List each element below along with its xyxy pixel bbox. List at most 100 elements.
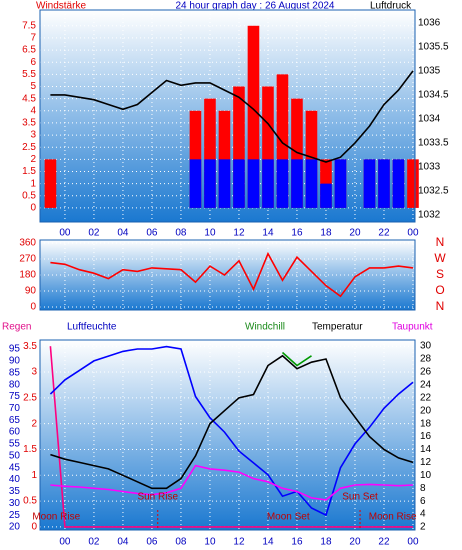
series-line — [49, 345, 414, 517]
y-tick-label: 3 — [31, 367, 37, 378]
bar — [233, 159, 245, 208]
series-line — [281, 351, 312, 367]
bar — [320, 183, 332, 208]
y3-tick-label: 90 — [9, 356, 21, 367]
pressure-label: Luftdruck — [370, 1, 412, 12]
y2-tick-label: 4 — [420, 509, 426, 520]
legend-windchill: Windchill — [245, 322, 285, 333]
series-line — [49, 346, 413, 528]
bar — [233, 86, 245, 208]
bar — [291, 159, 303, 208]
x-tick-label: 20 — [349, 228, 361, 239]
y2-tick-label: 22 — [420, 392, 432, 403]
y3-tick-label: 40 — [9, 474, 21, 485]
series-line — [50, 464, 414, 501]
y-tick-label: 7 — [30, 33, 36, 44]
y-tick-label: 2.5 — [23, 392, 37, 403]
y2-tick-label: 2 — [420, 522, 426, 533]
y2-tick-label: 1032 — [418, 209, 441, 220]
y2-tick-label: 30 — [420, 341, 432, 352]
x-tick-label: 14 — [262, 537, 274, 548]
series-line — [50, 251, 414, 298]
y2-tick-label: O — [435, 283, 444, 297]
y3-tick-label: 35 — [9, 486, 21, 497]
bar — [204, 98, 216, 208]
sun-event-label: Sun Set — [342, 492, 378, 503]
x-tick-label: 12 — [233, 228, 245, 239]
y3-tick-label: 50 — [9, 450, 21, 461]
y2-tick-label: 1036 — [418, 18, 441, 29]
x-tick-label: 08 — [175, 228, 187, 239]
y-tick-label: 5 — [30, 81, 36, 92]
y3-tick-label: 45 — [9, 462, 21, 473]
y-tick-label: 0.5 — [23, 496, 37, 507]
y-tick-label: 6.5 — [22, 45, 36, 56]
series-line — [50, 70, 414, 163]
x-tick-label: 00 — [407, 228, 419, 239]
bar — [247, 159, 260, 208]
moon-event-label: Moon Rise — [369, 512, 417, 523]
bar — [44, 159, 57, 208]
y3-tick-label: 75 — [9, 391, 21, 402]
y-tick-label: 90 — [25, 286, 37, 297]
y2-tick-label: 10 — [420, 470, 432, 481]
y3-tick-label: 60 — [9, 427, 21, 438]
y-tick-label: 6 — [30, 57, 36, 68]
legend-rain: Regen — [2, 322, 31, 333]
x-tick-label: 16 — [291, 228, 303, 239]
y3-tick-label: 25 — [9, 510, 21, 521]
y2-tick-label: 16 — [420, 431, 432, 442]
bar — [218, 159, 231, 208]
chart-title: 24 hour graph day : 26 August 2024 — [175, 1, 334, 12]
y-tick-label: 4 — [30, 105, 36, 116]
y-tick-label: 1.5 — [23, 444, 37, 455]
y2-tick-label: 26 — [420, 367, 432, 378]
plot-frame — [39, 9, 416, 223]
y-tick-label: 180 — [19, 270, 36, 281]
y2-tick-label: 14 — [420, 444, 432, 455]
y3-tick-label: 30 — [9, 498, 21, 509]
x-tick-label: 04 — [117, 537, 129, 548]
y3-tick-label: 80 — [9, 379, 21, 390]
bar — [407, 159, 419, 208]
bar — [276, 74, 289, 208]
y2-tick-label: N — [436, 299, 445, 313]
x-tick-label: 02 — [88, 537, 100, 548]
sun-event-label: Sun Rise — [137, 492, 178, 503]
y-tick-label: 4.5 — [22, 93, 36, 104]
bar — [247, 25, 260, 208]
y3-tick-label: 85 — [9, 367, 21, 378]
x-tick-label: 18 — [320, 537, 332, 548]
x-tick-label: 00 — [59, 228, 71, 239]
legend-temperature: Temperatur — [312, 322, 363, 333]
x-tick-label: 12 — [233, 537, 245, 548]
bar — [305, 159, 318, 208]
y-tick-label: 3.5 — [23, 341, 37, 352]
y-tick-label: 0.5 — [22, 190, 36, 201]
y2-tick-label: 1034 — [418, 114, 441, 125]
bar — [334, 159, 347, 208]
y-tick-label: 1.5 — [22, 166, 36, 177]
plot-frame — [39, 339, 416, 531]
y2-tick-label: 24 — [420, 379, 432, 390]
x-tick-label: 04 — [117, 228, 129, 239]
x-tick-label: 00 — [59, 537, 71, 548]
x-tick-label: 20 — [349, 537, 361, 548]
y2-tick-label: 1032.5 — [418, 185, 449, 196]
x-tick-label: 02 — [88, 228, 100, 239]
x-tick-label: 18 — [320, 228, 332, 239]
y3-tick-label: 20 — [9, 522, 21, 533]
y-tick-label: 270 — [19, 254, 36, 265]
bar — [276, 159, 289, 208]
y2-tick-label: 6 — [420, 496, 426, 507]
y3-tick-label: 95 — [9, 344, 21, 355]
y2-tick-label: W — [434, 251, 446, 265]
y-tick-label: 2.5 — [22, 142, 36, 153]
y-tick-label: 0 — [30, 302, 36, 313]
y2-tick-label: 8 — [420, 483, 426, 494]
moon-event-label: Moon Set — [267, 512, 310, 523]
x-tick-label: 08 — [175, 537, 187, 548]
y3-tick-label: 55 — [9, 439, 21, 450]
legend-humidity: Luftfeuchte — [67, 322, 117, 333]
